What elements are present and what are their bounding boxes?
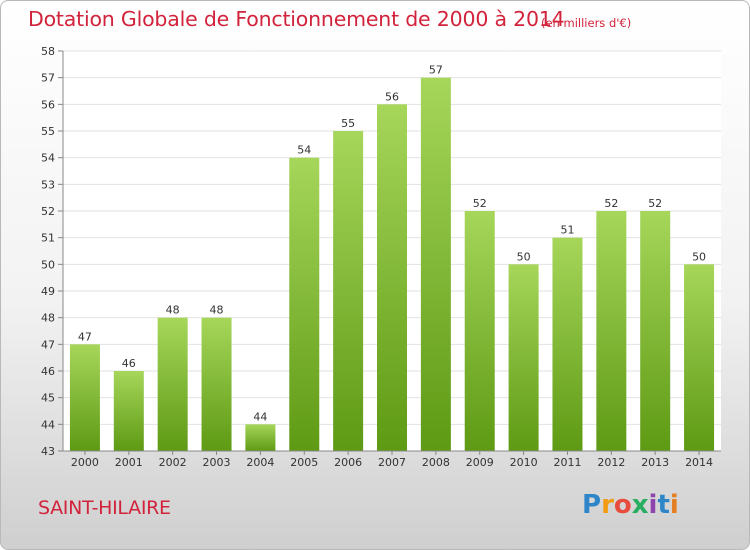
- bar-value-label: 52: [604, 197, 618, 210]
- logo-letter: t: [657, 490, 670, 520]
- bar-value-label: 48: [210, 304, 224, 317]
- bar: [377, 104, 407, 451]
- bar: [69, 344, 100, 451]
- y-tick-label: 49: [41, 285, 55, 298]
- y-tick-label: 44: [41, 418, 55, 431]
- bar: [596, 211, 627, 451]
- bar: [289, 157, 320, 451]
- x-tick-label: 2003: [203, 456, 231, 469]
- x-tick-label: 2012: [597, 456, 625, 469]
- y-tick-label: 54: [41, 152, 55, 165]
- y-tick-label: 47: [41, 338, 55, 351]
- bar-value-label: 44: [253, 410, 267, 423]
- x-tick-label: 2004: [246, 456, 274, 469]
- bar: [333, 131, 364, 451]
- x-tick-label: 2011: [553, 456, 581, 469]
- bar: [420, 77, 451, 452]
- x-tick-label: 2006: [334, 456, 362, 469]
- bar-value-label: 50: [692, 250, 706, 263]
- logo-letter: o: [613, 490, 632, 520]
- x-tick-label: 2009: [466, 456, 494, 469]
- proxiti-logo: Proxiti: [582, 490, 679, 520]
- commune-name: SAINT-HILAIRE: [38, 497, 171, 519]
- bar: [684, 264, 715, 451]
- x-tick-label: 2008: [422, 456, 450, 469]
- bar-value-label: 46: [122, 357, 136, 370]
- x-tick-label: 2005: [290, 456, 318, 469]
- y-tick-label: 57: [41, 72, 55, 85]
- bar-value-label: 48: [166, 304, 180, 317]
- bar-value-label: 51: [560, 224, 574, 237]
- y-tick-label: 46: [41, 365, 55, 378]
- logo-letter: x: [631, 490, 649, 520]
- y-tick-label: 58: [41, 45, 55, 58]
- y-tick-label: 43: [41, 445, 55, 458]
- x-tick-label: 2013: [641, 456, 669, 469]
- x-tick-label: 2002: [159, 456, 187, 469]
- y-tick-label: 50: [41, 258, 55, 271]
- y-tick-label: 56: [41, 98, 55, 111]
- y-tick-label: 55: [41, 125, 55, 138]
- bar-value-label: 55: [341, 117, 355, 130]
- x-tick-label: 2007: [378, 456, 406, 469]
- x-tick-label: 2014: [685, 456, 713, 469]
- y-tick-label: 48: [41, 312, 55, 325]
- logo-letter: r: [601, 490, 614, 520]
- bar: [113, 371, 144, 451]
- bar: [245, 424, 276, 451]
- bar: [508, 264, 539, 451]
- bar: [464, 211, 495, 451]
- x-tick-label: 2001: [115, 456, 143, 469]
- logo-letter: i: [648, 490, 658, 520]
- y-tick-label: 53: [41, 178, 55, 191]
- bar: [640, 211, 671, 451]
- logo-letter: i: [669, 490, 679, 520]
- chart-title: Dotation Globale de Fonctionnement de 20…: [28, 7, 565, 31]
- bar-value-label: 57: [429, 64, 443, 77]
- bar-value-label: 50: [517, 250, 531, 263]
- bar-value-label: 52: [648, 197, 662, 210]
- bar: [552, 237, 583, 451]
- bar-value-label: 56: [385, 90, 399, 103]
- bar: [201, 317, 232, 451]
- chart-subtitle: (en milliers d'€): [541, 16, 632, 30]
- bar: [157, 317, 188, 451]
- bar-value-label: 54: [297, 144, 311, 157]
- y-tick-label: 45: [41, 392, 55, 405]
- bar-value-label: 52: [473, 197, 487, 210]
- bar-value-label: 47: [78, 330, 92, 343]
- logo-letter: P: [582, 490, 602, 520]
- x-tick-label: 2010: [510, 456, 538, 469]
- y-tick-label: 52: [41, 205, 55, 218]
- y-tick-label: 51: [41, 232, 55, 245]
- x-tick-label: 2000: [71, 456, 99, 469]
